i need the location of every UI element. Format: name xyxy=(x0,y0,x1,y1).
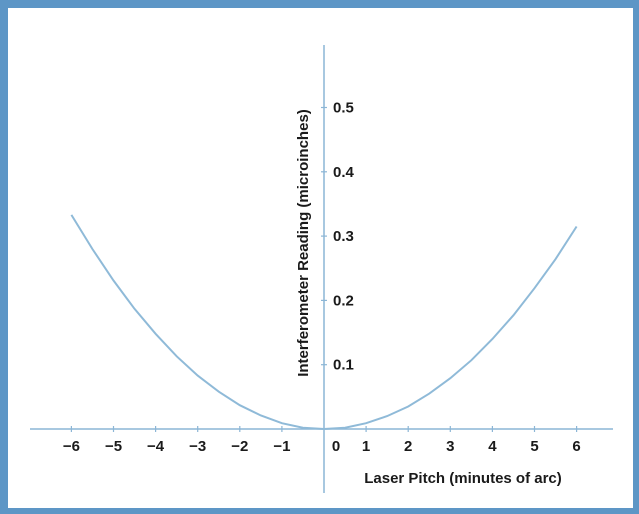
x-tick-label: −3 xyxy=(189,438,206,455)
x-tick-label: 4 xyxy=(488,438,497,455)
y-axis-title: Interferometer Reading (microinches) xyxy=(295,109,312,377)
series-line xyxy=(70,214,578,431)
y-tick-label: 0.3 xyxy=(333,228,354,245)
x-tick-label: −5 xyxy=(105,438,122,455)
x-axis-ticks: −6 −5 −4 −3 −2 −1 0 1 2 3 4 5 6 xyxy=(63,426,581,455)
x-tick-label: 2 xyxy=(404,438,412,455)
y-tick-label: 0.1 xyxy=(333,357,354,374)
y-tick-label: 0.2 xyxy=(333,292,354,309)
x-tick-label: 3 xyxy=(446,438,454,455)
y-axis-ticks: 0.1 0.2 0.3 0.4 0.5 xyxy=(321,100,355,374)
x-tick-label: −6 xyxy=(63,438,80,455)
x-tick-label: 5 xyxy=(530,438,538,455)
x-tick-label: −4 xyxy=(147,438,165,455)
x-tick-label: 1 xyxy=(362,438,370,455)
x-axis-title: Laser Pitch (minutes of arc) xyxy=(364,470,562,487)
x-tick-label: −2 xyxy=(231,438,248,455)
x-tick-label: 6 xyxy=(572,438,580,455)
y-tick-label: 0.4 xyxy=(333,164,355,181)
x-tick-label: 0 xyxy=(332,438,340,455)
x-tick-label: −1 xyxy=(273,438,290,455)
y-tick-label: 0.5 xyxy=(333,100,354,117)
